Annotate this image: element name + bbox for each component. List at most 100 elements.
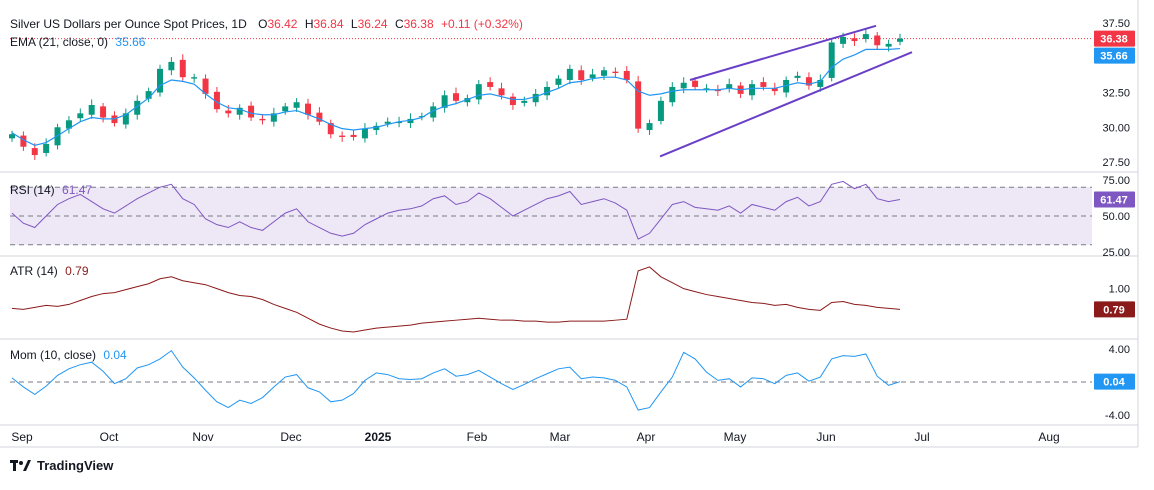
candle-body: [726, 84, 733, 90]
rsi-label: RSI (14): [10, 183, 55, 197]
candle-body: [65, 120, 72, 129]
open-label: O: [258, 17, 268, 31]
candle-body: [316, 112, 323, 122]
candle-body: [464, 98, 471, 103]
mom-value: 0.04: [103, 348, 127, 362]
close-value: 36.38: [403, 17, 434, 31]
candle-body: [202, 78, 209, 94]
candle-body: [31, 148, 38, 156]
candle-body: [384, 121, 391, 124]
candle-body: [293, 102, 300, 108]
candle-body: [680, 82, 687, 89]
ema-legend: EMA (21, close, 0) 35.66: [10, 35, 145, 49]
candle-body: [703, 88, 710, 90]
rsi-badge: [1094, 191, 1135, 208]
candle-body: [601, 70, 607, 76]
x-axis-tick: Jul: [914, 430, 929, 444]
x-axis-tick: Dec: [280, 430, 301, 444]
candle-body: [259, 118, 266, 121]
candle-body: [794, 75, 801, 78]
candle-body: [817, 79, 824, 87]
candle-body: [760, 82, 767, 87]
candle-body: [361, 128, 368, 139]
last-price-badge-text: 36.38: [1100, 34, 1128, 46]
tradingview-footer[interactable]: TradingView: [10, 458, 113, 473]
x-axis-tick: Apr: [637, 430, 656, 444]
x-axis-tick: Jun: [816, 430, 835, 444]
rsi-line: [11, 180, 901, 240]
candle-body: [43, 143, 50, 153]
candle-body: [623, 70, 630, 80]
candle-body: [122, 113, 129, 125]
candle-body: [862, 34, 869, 39]
mom-legend: Mom (10, close) 0.04: [10, 348, 127, 362]
candle-body: [236, 107, 243, 115]
candle-body: [145, 91, 152, 99]
candle-body: [669, 86, 676, 103]
candle-body: [396, 121, 403, 124]
candle-body: [225, 110, 232, 114]
ema-badge-text: 35.66: [1100, 51, 1128, 63]
candle-body: [657, 100, 664, 121]
candle-body: [134, 100, 141, 115]
candle-body: [851, 38, 858, 42]
candle-body: [874, 35, 881, 46]
x-axis-tick: Mar: [550, 430, 571, 444]
candle-body: [20, 135, 27, 147]
candle-body: [521, 100, 528, 103]
candle-body: [828, 42, 835, 78]
candle-body: [544, 86, 551, 96]
price-axis-tick: 30.00: [1102, 122, 1130, 134]
candle-body: [282, 106, 289, 112]
candle-body: [509, 96, 516, 106]
candle-body: [589, 74, 596, 78]
rsi-badge-text: 61.47: [1100, 194, 1128, 206]
price-legend: Silver US Dollars per Ounce Spot Prices,…: [10, 17, 523, 31]
candle-body: [248, 105, 255, 118]
candle-body: [373, 125, 380, 131]
mom-label: Mom (10, close): [10, 348, 97, 362]
atr-badge-text: 0.79: [1103, 304, 1124, 316]
candle-body: [555, 78, 562, 85]
candle-body: [168, 61, 175, 71]
candle-body: [88, 105, 95, 115]
price-axis-tick: 32.50: [1102, 88, 1130, 100]
candle-body: [191, 77, 198, 79]
x-axis-tick: May: [724, 430, 747, 444]
candle-body: [692, 80, 699, 87]
ema-label: EMA (21, close, 0): [10, 35, 109, 49]
atr-badge: [1094, 301, 1135, 318]
mom-line: [11, 349, 901, 411]
rsi-value: 61.47: [62, 183, 93, 197]
candle-body: [327, 123, 334, 135]
atr-axis-tick: 1.00: [1109, 284, 1130, 296]
x-axis-tick: Nov: [192, 430, 213, 444]
lower-trendline: [659, 51, 913, 158]
candle-body: [635, 81, 642, 129]
candle-body: [475, 84, 482, 100]
upper-trendline: [689, 24, 877, 81]
candle-body: [77, 113, 84, 119]
atr-label: ATR (14): [10, 264, 58, 278]
mom-badge: [1094, 373, 1135, 390]
rsi-axis-tick: 50.00: [1102, 211, 1130, 223]
candle-body: [350, 134, 357, 137]
candle-body: [805, 77, 812, 86]
x-axis-tick: 2025: [365, 430, 392, 444]
candle-body: [897, 38, 903, 42]
candle-body: [612, 71, 619, 74]
atr-value: 0.79: [65, 264, 89, 278]
symbol-title: Silver US Dollars per Ounce Spot Prices,…: [10, 17, 247, 31]
candle-body: [9, 134, 15, 139]
candle-body: [498, 88, 505, 96]
ema-badge: [1094, 47, 1135, 64]
candle-body: [213, 91, 220, 110]
candle-body: [339, 135, 346, 137]
ema-value: 35.66: [115, 35, 146, 49]
candle-body: [453, 93, 459, 101]
high-label: H: [304, 17, 314, 31]
candle-body: [578, 70, 585, 80]
candle-body: [418, 116, 425, 118]
